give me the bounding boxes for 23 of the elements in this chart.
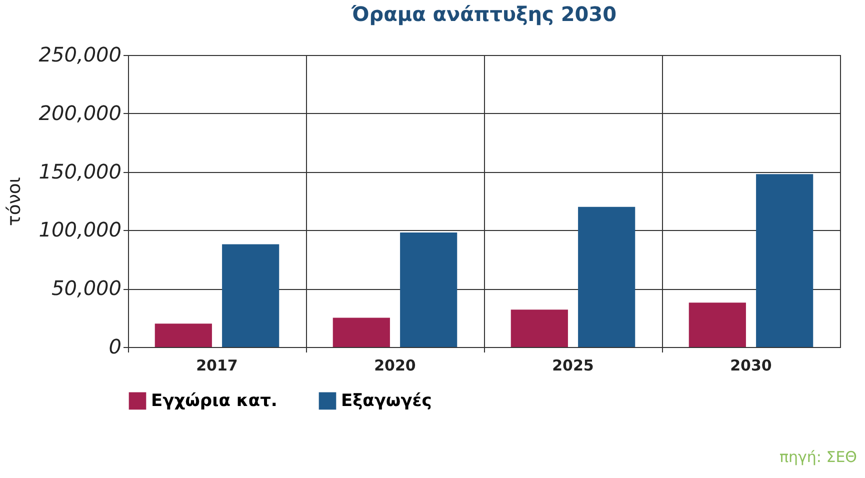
y-tick-label: 200,000 bbox=[38, 100, 122, 125]
y-tick-label: 250,000 bbox=[38, 42, 122, 66]
x-tick-label: 2025 bbox=[552, 356, 594, 374]
bar bbox=[400, 232, 458, 347]
bar bbox=[688, 302, 746, 347]
x-tick-label: 2017 bbox=[196, 356, 238, 374]
y-axis-title: τόνοι bbox=[4, 176, 25, 226]
y-tick-label: 0 bbox=[108, 334, 122, 358]
bar bbox=[222, 244, 280, 347]
y-tick-label: 150,000 bbox=[38, 159, 122, 184]
legend-label: Εγχώρια κατ. bbox=[151, 390, 278, 411]
x-tick-label: 2020 bbox=[374, 356, 416, 374]
bar bbox=[510, 310, 568, 347]
legend-label: Εξαγωγές bbox=[341, 390, 432, 411]
y-tick-label: 50,000 bbox=[52, 276, 122, 300]
bar bbox=[154, 324, 212, 347]
bar bbox=[332, 318, 390, 347]
y-tick-label: 100,000 bbox=[38, 218, 122, 242]
text: πηγή: ΣΕΘ bbox=[779, 448, 857, 466]
chart-title: Όραμα ανάπτυξης 2030 bbox=[350, 2, 617, 26]
bar bbox=[756, 174, 814, 347]
x-tick-label: 2030 bbox=[730, 356, 772, 374]
bar bbox=[578, 206, 636, 347]
